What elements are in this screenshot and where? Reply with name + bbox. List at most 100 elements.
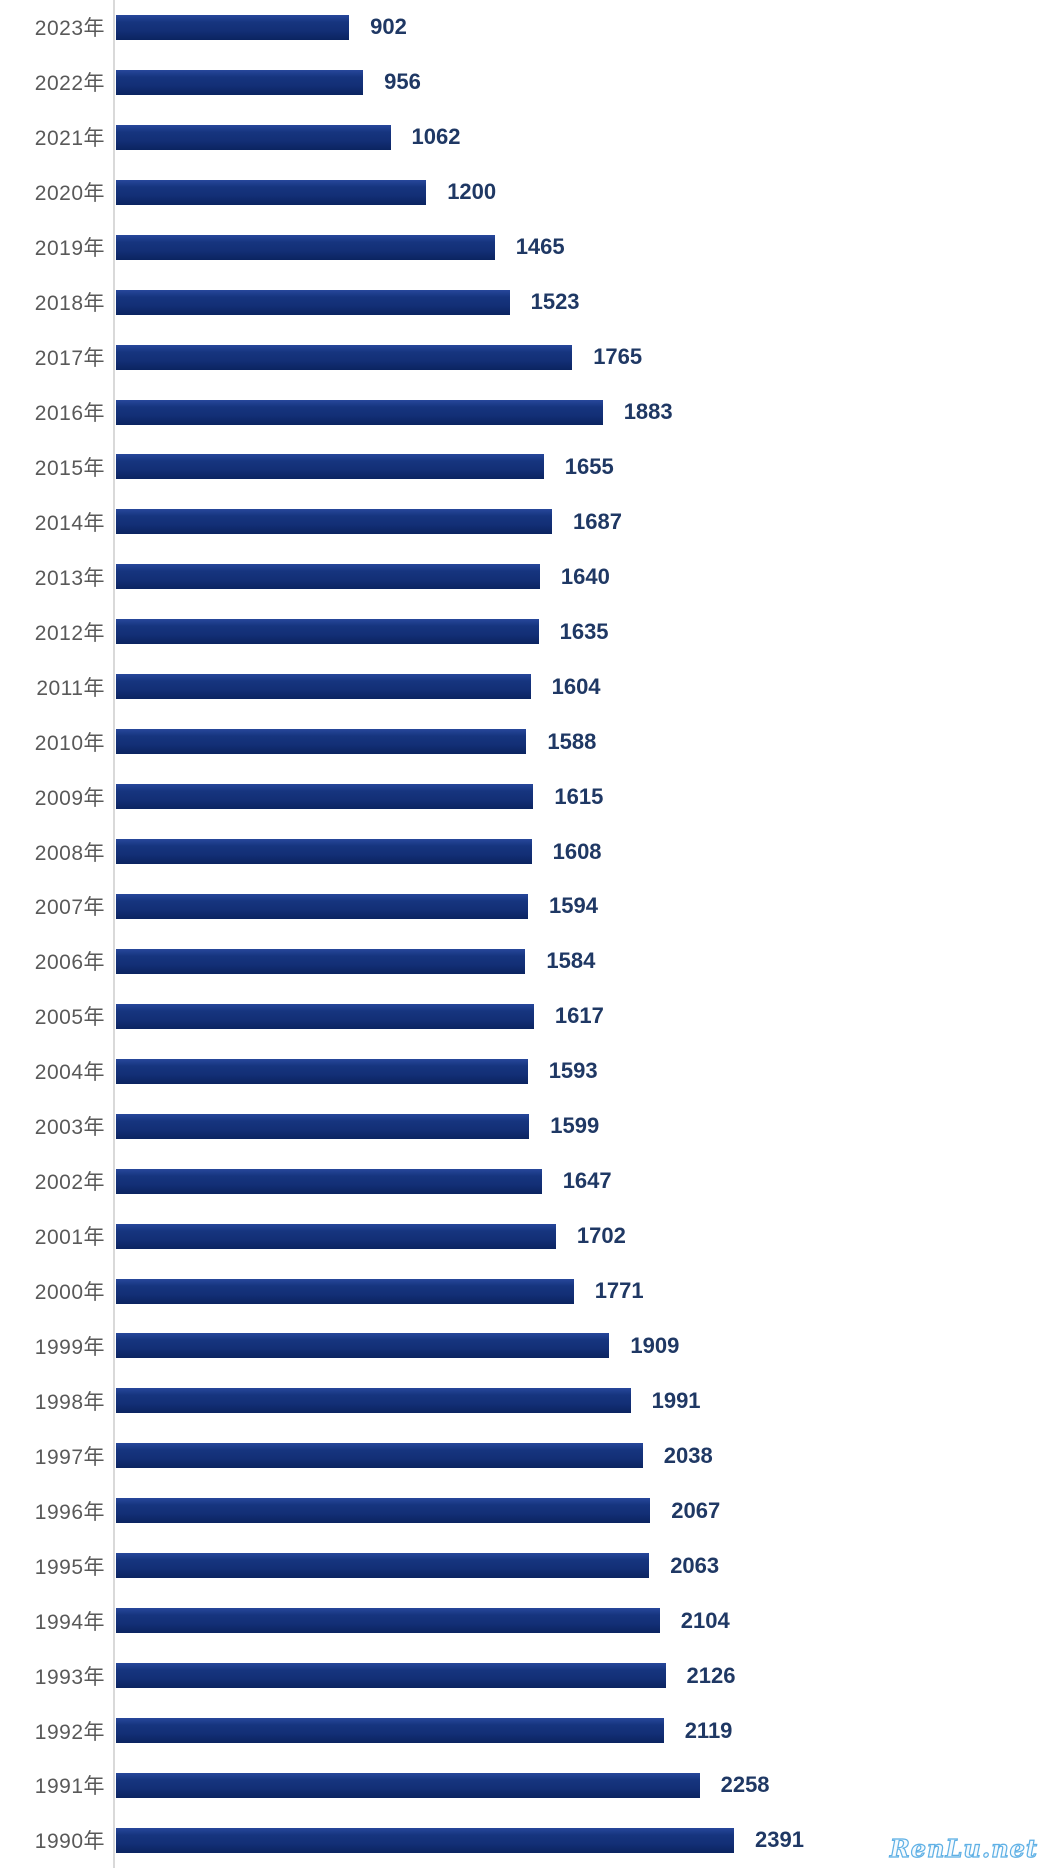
row-plot-area: 1883 (114, 385, 1044, 440)
year-axis-label: 1997年 (34, 1445, 105, 1469)
value-label: 1465 (515, 234, 565, 260)
year-axis-label: 2022年 (34, 72, 105, 96)
year-axis-label: 2008年 (34, 841, 105, 865)
chart-row: 1990年 2391 (0, 1813, 1044, 1868)
chart-row: 2011年 1604 (0, 659, 1044, 714)
year-axis-label: 2014年 (34, 511, 105, 535)
value-bar (116, 564, 540, 590)
chart-row: 1998年 1991 (0, 1373, 1044, 1428)
chart-row: 2007年 1594 (0, 879, 1044, 934)
row-plot-area: 1655 (114, 440, 1044, 495)
row-plot-area: 1615 (114, 769, 1044, 824)
value-bar (116, 1827, 734, 1853)
row-plot-area: 1062 (114, 110, 1044, 165)
value-bar (116, 784, 534, 810)
year-axis-label: 2012年 (34, 621, 105, 645)
value-bar (116, 1333, 610, 1359)
row-plot-area: 1647 (114, 1154, 1044, 1209)
year-axis-label: 2005年 (34, 1006, 105, 1030)
row-plot-area: 2258 (114, 1758, 1044, 1813)
year-axis-label: 2018年 (34, 292, 105, 316)
value-bar (116, 234, 495, 260)
chart-row: 1991年 2258 (0, 1758, 1044, 1813)
value-bar (116, 1278, 574, 1304)
value-bar (116, 1718, 664, 1744)
value-bar (116, 1113, 530, 1139)
row-plot-area: 1604 (114, 659, 1044, 714)
chart-row: 1992年 2119 (0, 1703, 1044, 1758)
value-label: 1594 (549, 893, 598, 919)
chart-row: 2016年 1883 (0, 385, 1044, 440)
value-label: 1608 (552, 838, 602, 864)
y-axis-line (113, 0, 115, 1868)
value-bar (116, 1553, 650, 1579)
value-label: 1909 (630, 1332, 680, 1358)
value-label: 1765 (593, 344, 643, 370)
year-axis-label: 2004年 (34, 1061, 105, 1085)
value-bar (116, 509, 552, 535)
value-label: 1655 (564, 453, 614, 479)
value-label: 1635 (559, 618, 609, 644)
value-bar (116, 399, 603, 425)
value-bar (116, 1223, 556, 1249)
row-plot-area: 956 (114, 55, 1044, 110)
row-plot-area: 1617 (114, 989, 1044, 1044)
year-axis-label: 1990年 (34, 1830, 105, 1854)
value-bar (116, 289, 510, 315)
chart-row: 2021年 1062 (0, 110, 1044, 165)
row-plot-area: 2038 (114, 1428, 1044, 1483)
value-bar (116, 1498, 651, 1524)
chart-row: 1993年 2126 (0, 1648, 1044, 1703)
chart-row: 2017年 1765 (0, 330, 1044, 385)
value-bar (116, 674, 531, 700)
value-bar (116, 1058, 528, 1084)
row-plot-area: 1635 (114, 604, 1044, 659)
value-label: 1062 (411, 124, 461, 150)
row-plot-area: 1640 (114, 549, 1044, 604)
value-label: 1883 (623, 399, 673, 425)
row-plot-area: 1765 (114, 330, 1044, 385)
row-plot-area: 1991 (114, 1373, 1044, 1428)
row-plot-area: 1593 (114, 1044, 1044, 1099)
value-bar (116, 179, 427, 205)
row-plot-area: 2104 (114, 1593, 1044, 1648)
chart-row: 2004年 1593 (0, 1044, 1044, 1099)
value-label: 2063 (670, 1552, 720, 1578)
value-label: 1771 (594, 1278, 644, 1304)
value-bar (116, 1608, 660, 1634)
year-axis-label: 1993年 (34, 1665, 105, 1689)
year-axis-label: 2023年 (34, 17, 105, 41)
chart-row: 1995年 2063 (0, 1538, 1044, 1593)
chart-row: 2019年 1465 (0, 220, 1044, 275)
chart-row: 2013年 1640 (0, 549, 1044, 604)
chart-row: 2023年 902 (0, 0, 1044, 55)
value-bar (116, 344, 573, 370)
row-plot-area: 1599 (114, 1099, 1044, 1154)
chart-row: 2002年 1647 (0, 1154, 1044, 1209)
value-label: 2104 (680, 1607, 730, 1633)
row-plot-area: 1465 (114, 220, 1044, 275)
year-axis-label: 1995年 (34, 1555, 105, 1579)
row-plot-area: 2119 (114, 1703, 1044, 1758)
year-axis-label: 2020年 (34, 182, 105, 206)
row-plot-area: 1523 (114, 275, 1044, 330)
value-label: 1687 (573, 508, 622, 534)
value-bar (116, 839, 532, 865)
chart-row: 2001年 1702 (0, 1209, 1044, 1264)
row-plot-area: 1584 (114, 934, 1044, 989)
row-plot-area: 1200 (114, 165, 1044, 220)
chart-row: 2020年 1200 (0, 165, 1044, 220)
chart-row: 1996年 2067 (0, 1483, 1044, 1538)
year-axis-label: 2017年 (34, 347, 105, 371)
value-label: 2258 (720, 1772, 770, 1798)
year-axis-label: 2009年 (34, 786, 105, 810)
value-label: 1702 (576, 1223, 626, 1249)
value-label: 1617 (554, 1003, 604, 1029)
row-plot-area: 1771 (114, 1264, 1044, 1319)
row-plot-area: 2063 (114, 1538, 1044, 1593)
year-axis-label: 2000年 (34, 1281, 105, 1305)
value-label: 2119 (684, 1717, 733, 1743)
row-plot-area: 2391 (114, 1813, 1044, 1868)
chart-row: 2006年 1584 (0, 934, 1044, 989)
value-label: 1523 (530, 289, 580, 315)
